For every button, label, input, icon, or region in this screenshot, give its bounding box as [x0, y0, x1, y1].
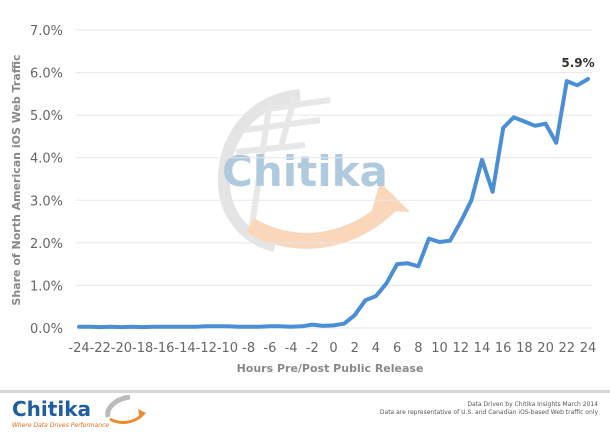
- x-tick-label: 20: [537, 341, 554, 356]
- x-tick-label: 4: [372, 341, 380, 356]
- y-tick-label: 3.0%: [30, 194, 63, 209]
- x-tick-label: -2: [306, 341, 319, 356]
- x-tick-label: 2: [351, 341, 359, 356]
- grid-lines: [76, 29, 592, 329]
- x-tick-label: -16: [153, 341, 174, 356]
- x-tick-label: 22: [559, 341, 576, 356]
- line-chart: Chitika 0.0% 1.0% 2.0% 3.0% 4.0% 5.0% 6.0% 7.0%…: [10, 24, 596, 375]
- credits: Data Driven by Chitika Insights March 20…: [380, 401, 598, 417]
- credit-line-1: Data Driven by Chitika Insights March 20…: [467, 401, 598, 408]
- x-tick-label: 0: [329, 341, 337, 356]
- x-tick-label: -12: [196, 341, 217, 356]
- y-tick-label: 0.0%: [30, 322, 63, 337]
- x-axis-title: Hours Pre/Post Public Release: [237, 362, 424, 375]
- x-tick-label: 16: [495, 341, 512, 356]
- y-tick-label: 1.0%: [30, 279, 63, 294]
- x-tick-label: -4: [285, 341, 298, 356]
- x-tick-label: -24: [68, 341, 89, 356]
- y-tick-label: 2.0%: [30, 237, 63, 252]
- footer: Chitika Where Data Drives Performance Da…: [0, 390, 610, 434]
- x-tick-label: -6: [263, 341, 276, 356]
- logo-tagline: Where Data Drives Performance: [12, 422, 110, 429]
- y-tick-label: 4.0%: [30, 152, 63, 167]
- y-axis-title: Share of North American iOS Web Traffic: [10, 54, 23, 305]
- x-tick-label: -8: [242, 341, 255, 356]
- y-axis-ticks: 0.0% 1.0% 2.0% 3.0% 4.0% 5.0% 6.0% 7.0%: [30, 24, 63, 337]
- credit-line-2: Data are representative of U.S. and Cana…: [379, 409, 598, 416]
- x-tick-label: -22: [90, 341, 111, 356]
- chitika-watermark: Chitika: [217, 89, 410, 252]
- x-tick-label: 8: [414, 341, 422, 356]
- x-tick-label: -18: [132, 341, 153, 356]
- x-axis-ticks: -24 -22 -20 -18 -16 -14 -12 -10 -8 -6 -4 -2 0 2 4 6 8 10 1…: [68, 341, 596, 356]
- x-tick-label: 24: [580, 341, 597, 356]
- x-tick-label: 10: [431, 341, 448, 356]
- final-value-annotation: 5.9%: [561, 56, 594, 70]
- x-tick-label: 14: [474, 341, 491, 356]
- traffic-share-line: [77, 77, 590, 330]
- x-tick-label: 18: [516, 341, 533, 356]
- y-tick-label: 6.0%: [30, 67, 63, 82]
- x-tick-label: 12: [452, 341, 469, 356]
- y-tick-label: 7.0%: [30, 24, 63, 39]
- logo-text: Chitika: [12, 397, 91, 421]
- x-tick-label: -10: [217, 341, 238, 356]
- x-tick-label: -14: [174, 341, 195, 356]
- logo-swoosh-icon: [105, 395, 146, 424]
- y-tick-label: 5.0%: [30, 109, 63, 124]
- x-tick-label: -20: [111, 341, 132, 356]
- x-tick-label: 6: [393, 341, 401, 356]
- watermark-text: Chitika: [222, 147, 388, 196]
